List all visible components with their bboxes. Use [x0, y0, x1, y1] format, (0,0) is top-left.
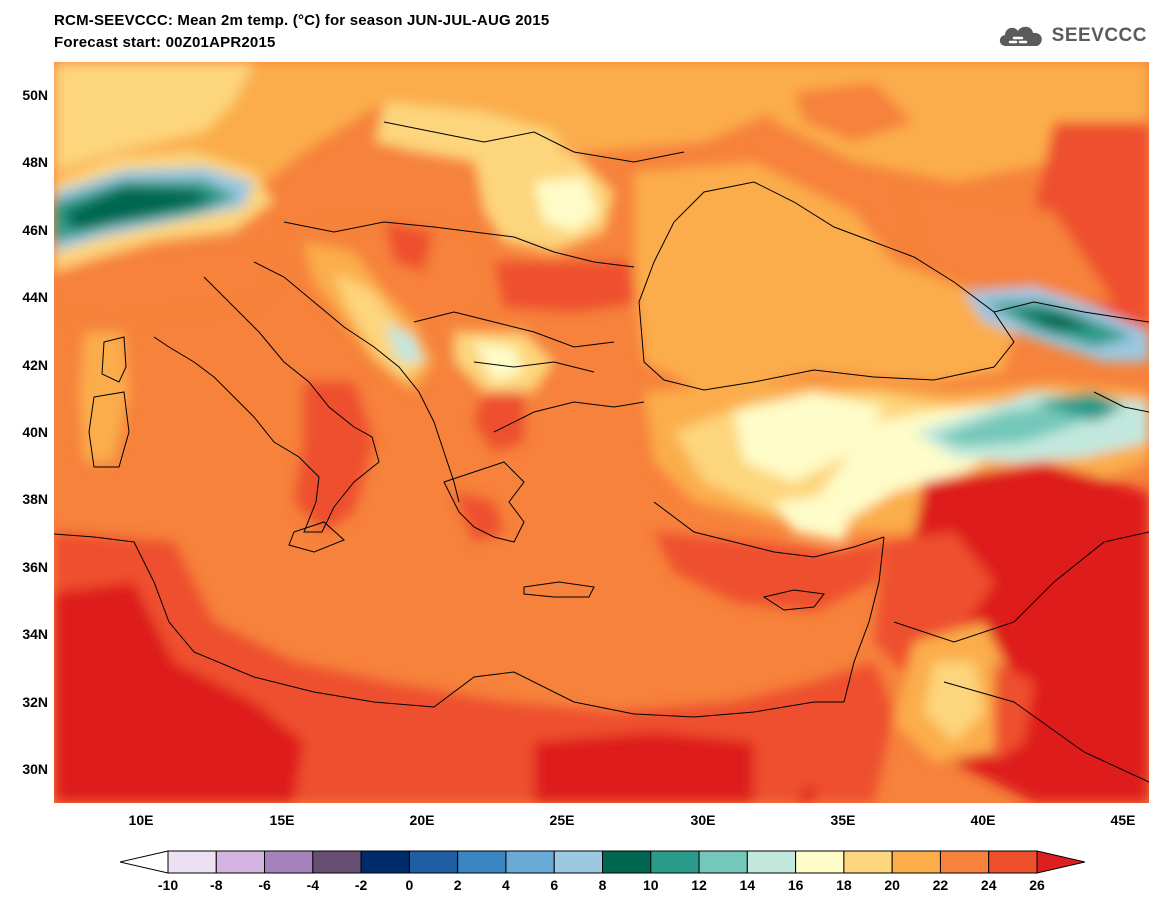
- colorbar-box: [264, 850, 314, 874]
- colorbar-tick-label: 14: [739, 877, 756, 893]
- colorbar-box: [505, 850, 555, 874]
- colorbar-over-triangle: [1036, 850, 1085, 874]
- colorbar-box: [746, 850, 797, 874]
- colorbar-tick-label: 16: [787, 877, 804, 893]
- colorbar-box: [312, 850, 362, 874]
- colorbar-box: [650, 850, 700, 874]
- colorbar-tick-label: 10: [642, 877, 659, 893]
- colorbar-tick-label: -6: [258, 877, 271, 893]
- colorbar-tick-label: 24: [980, 877, 997, 893]
- lon-label: 15E: [269, 812, 295, 828]
- colorbar-tick-label: -10: [157, 877, 179, 893]
- lat-label: 42N: [22, 357, 48, 373]
- colorbar-under-triangle: [120, 850, 169, 874]
- lat-label: 38N: [22, 491, 48, 507]
- colorbar-box: [698, 850, 748, 874]
- colorbar-tick-label: 26: [1029, 877, 1045, 893]
- cloud-icon: [999, 26, 1042, 46]
- colorbar-tick-label: 8: [598, 877, 607, 893]
- lat-label: 30N: [22, 761, 48, 777]
- colorbar-tick-label: -8: [210, 877, 223, 893]
- lon-label: 20E: [409, 812, 435, 828]
- colorbar-box: [553, 850, 604, 874]
- colorbar-box: [939, 850, 990, 874]
- colorbar-box: [360, 850, 410, 874]
- colorbar: [120, 850, 1085, 874]
- seevccc-logo: SEEVCCC: [996, 22, 1147, 50]
- lon-label: 30E: [690, 812, 716, 828]
- colorbar-tick-label: 18: [836, 877, 852, 893]
- map-title: RCM-SEEVCCC: Mean 2m temp. (°C) for seas…: [54, 12, 550, 29]
- colorbar-box: [408, 850, 459, 874]
- lon-label: 25E: [549, 812, 575, 828]
- lat-label: 40N: [22, 424, 48, 440]
- colorbar-tick-label: 4: [502, 877, 510, 893]
- colorbar-box: [215, 850, 266, 874]
- lat-label: 46N: [22, 222, 48, 238]
- lon-label: 45E: [1110, 812, 1136, 828]
- lon-label: 35E: [830, 812, 856, 828]
- colorbar-box: [167, 850, 217, 874]
- lat-label: 36N: [22, 559, 48, 575]
- colorbar-box: [795, 850, 845, 874]
- lon-label: 40E: [970, 812, 996, 828]
- lat-label: 50N: [22, 87, 48, 103]
- colorbar-box: [891, 850, 941, 874]
- logo-text: SEEVCCC: [1051, 25, 1147, 46]
- temperature-field: [54, 62, 1149, 803]
- colorbar-tick-label: 6: [550, 877, 559, 893]
- colorbar-tick-label: 2: [453, 877, 462, 893]
- lat-label: 48N: [22, 154, 48, 170]
- colorbar-box: [457, 850, 507, 874]
- lat-label: 32N: [22, 694, 48, 710]
- temperature-map: [54, 62, 1149, 803]
- colorbar-box: [843, 850, 893, 874]
- lat-label: 44N: [22, 289, 48, 305]
- colorbar-tick-label: 20: [884, 877, 900, 893]
- colorbar-box: [602, 850, 652, 874]
- lon-label: 10E: [128, 812, 154, 828]
- colorbar-tick-label: 0: [405, 877, 414, 893]
- colorbar-tick-label: 12: [691, 877, 707, 893]
- colorbar-tick-label: -2: [354, 877, 368, 893]
- forecast-start-subtitle: Forecast start: 00Z01APR2015: [54, 34, 276, 51]
- colorbar-tick-label: -4: [306, 877, 320, 893]
- lat-label: 34N: [22, 626, 48, 642]
- colorbar-box: [988, 850, 1038, 874]
- colorbar-tick-label: 22: [932, 877, 949, 893]
